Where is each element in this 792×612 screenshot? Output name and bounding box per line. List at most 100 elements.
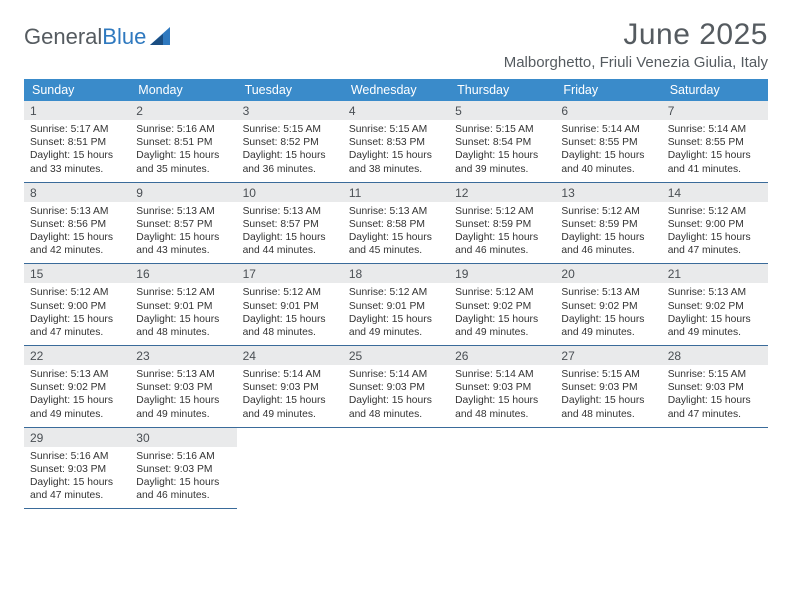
daylight-line1: Daylight: 15 hours bbox=[349, 231, 443, 244]
daylight-line2: and 49 minutes. bbox=[561, 326, 655, 339]
empty-day-cell: . bbox=[343, 428, 449, 510]
daylight-line2: and 48 minutes. bbox=[561, 408, 655, 421]
day-cell: 29Sunrise: 5:16 AMSunset: 9:03 PMDayligh… bbox=[24, 428, 130, 510]
page-header: GeneralBlue June 2025 Malborghetto, Friu… bbox=[24, 18, 768, 71]
day-number: 14 bbox=[662, 183, 768, 202]
day-details: Sunrise: 5:13 AMSunset: 9:02 PMDaylight:… bbox=[662, 283, 768, 345]
daylight-line2: and 48 minutes. bbox=[136, 326, 230, 339]
daylight-line2: and 46 minutes. bbox=[561, 244, 655, 257]
daylight-line1: Daylight: 15 hours bbox=[561, 313, 655, 326]
day-number: 24 bbox=[237, 346, 343, 365]
sunset-text: Sunset: 9:03 PM bbox=[349, 381, 443, 394]
day-cell: 9Sunrise: 5:13 AMSunset: 8:57 PMDaylight… bbox=[130, 183, 236, 265]
day-details: Sunrise: 5:16 AMSunset: 9:03 PMDaylight:… bbox=[24, 447, 130, 509]
weekday-header: Sunday bbox=[24, 79, 130, 101]
logo-sail-icon bbox=[150, 27, 176, 47]
daylight-line2: and 42 minutes. bbox=[30, 244, 124, 257]
daylight-line2: and 49 minutes. bbox=[349, 326, 443, 339]
day-number: 20 bbox=[555, 264, 661, 283]
day-number: 15 bbox=[24, 264, 130, 283]
day-details: Sunrise: 5:12 AMSunset: 9:01 PMDaylight:… bbox=[343, 283, 449, 345]
calendar-week-row: 29Sunrise: 5:16 AMSunset: 9:03 PMDayligh… bbox=[24, 428, 768, 510]
daylight-line1: Daylight: 15 hours bbox=[136, 231, 230, 244]
daylight-line1: Daylight: 15 hours bbox=[30, 149, 124, 162]
sunset-text: Sunset: 9:03 PM bbox=[136, 381, 230, 394]
day-cell: 15Sunrise: 5:12 AMSunset: 9:00 PMDayligh… bbox=[24, 264, 130, 346]
day-cell: 17Sunrise: 5:12 AMSunset: 9:01 PMDayligh… bbox=[237, 264, 343, 346]
day-details: Sunrise: 5:13 AMSunset: 8:56 PMDaylight:… bbox=[24, 202, 130, 264]
day-number: 18 bbox=[343, 264, 449, 283]
sunrise-text: Sunrise: 5:12 AM bbox=[30, 286, 124, 299]
day-number: 21 bbox=[662, 264, 768, 283]
month-title: June 2025 bbox=[504, 18, 768, 52]
sunrise-text: Sunrise: 5:17 AM bbox=[30, 123, 124, 136]
day-details: Sunrise: 5:14 AMSunset: 9:03 PMDaylight:… bbox=[449, 365, 555, 427]
daylight-line2: and 45 minutes. bbox=[349, 244, 443, 257]
weekday-header: Monday bbox=[130, 79, 236, 101]
day-details bbox=[449, 447, 555, 507]
day-number: 26 bbox=[449, 346, 555, 365]
day-cell: 2Sunrise: 5:16 AMSunset: 8:51 PMDaylight… bbox=[130, 101, 236, 183]
sunrise-text: Sunrise: 5:14 AM bbox=[561, 123, 655, 136]
day-cell: 1Sunrise: 5:17 AMSunset: 8:51 PMDaylight… bbox=[24, 101, 130, 183]
day-details: Sunrise: 5:15 AMSunset: 8:54 PMDaylight:… bbox=[449, 120, 555, 182]
day-details: Sunrise: 5:12 AMSunset: 9:00 PMDaylight:… bbox=[662, 202, 768, 264]
sunrise-text: Sunrise: 5:16 AM bbox=[136, 123, 230, 136]
weekday-header: Saturday bbox=[662, 79, 768, 101]
day-number: 5 bbox=[449, 101, 555, 120]
daylight-line1: Daylight: 15 hours bbox=[136, 149, 230, 162]
day-cell: 28Sunrise: 5:15 AMSunset: 9:03 PMDayligh… bbox=[662, 346, 768, 428]
day-cell: 27Sunrise: 5:15 AMSunset: 9:03 PMDayligh… bbox=[555, 346, 661, 428]
sunset-text: Sunset: 8:53 PM bbox=[349, 136, 443, 149]
day-details: Sunrise: 5:14 AMSunset: 8:55 PMDaylight:… bbox=[662, 120, 768, 182]
day-details: Sunrise: 5:15 AMSunset: 9:03 PMDaylight:… bbox=[662, 365, 768, 427]
sunset-text: Sunset: 9:01 PM bbox=[136, 300, 230, 313]
weekday-header: Friday bbox=[555, 79, 661, 101]
day-number: 9 bbox=[130, 183, 236, 202]
daylight-line1: Daylight: 15 hours bbox=[455, 394, 549, 407]
daylight-line1: Daylight: 15 hours bbox=[455, 313, 549, 326]
daylight-line2: and 47 minutes. bbox=[30, 326, 124, 339]
day-number: 17 bbox=[237, 264, 343, 283]
sunrise-text: Sunrise: 5:14 AM bbox=[668, 123, 762, 136]
sunrise-text: Sunrise: 5:12 AM bbox=[455, 205, 549, 218]
daylight-line2: and 46 minutes. bbox=[136, 489, 230, 502]
daylight-line2: and 35 minutes. bbox=[136, 163, 230, 176]
day-cell: 19Sunrise: 5:12 AMSunset: 9:02 PMDayligh… bbox=[449, 264, 555, 346]
sunset-text: Sunset: 9:03 PM bbox=[30, 463, 124, 476]
daylight-line2: and 49 minutes. bbox=[455, 326, 549, 339]
sunrise-text: Sunrise: 5:14 AM bbox=[349, 368, 443, 381]
daylight-line1: Daylight: 15 hours bbox=[243, 313, 337, 326]
sunrise-text: Sunrise: 5:16 AM bbox=[136, 450, 230, 463]
weekday-header: Wednesday bbox=[343, 79, 449, 101]
day-number: 13 bbox=[555, 183, 661, 202]
day-details: Sunrise: 5:14 AMSunset: 8:55 PMDaylight:… bbox=[555, 120, 661, 182]
daylight-line2: and 48 minutes. bbox=[349, 408, 443, 421]
daylight-line1: Daylight: 15 hours bbox=[243, 394, 337, 407]
weekday-header: Tuesday bbox=[237, 79, 343, 101]
day-number: 4 bbox=[343, 101, 449, 120]
daylight-line2: and 47 minutes. bbox=[668, 244, 762, 257]
daylight-line1: Daylight: 15 hours bbox=[349, 149, 443, 162]
day-number: 29 bbox=[24, 428, 130, 447]
sunrise-text: Sunrise: 5:15 AM bbox=[668, 368, 762, 381]
day-details: Sunrise: 5:13 AMSunset: 8:57 PMDaylight:… bbox=[237, 202, 343, 264]
sunrise-text: Sunrise: 5:14 AM bbox=[243, 368, 337, 381]
sunrise-text: Sunrise: 5:12 AM bbox=[561, 205, 655, 218]
sunset-text: Sunset: 9:03 PM bbox=[668, 381, 762, 394]
day-details: Sunrise: 5:16 AMSunset: 9:03 PMDaylight:… bbox=[130, 447, 236, 509]
daylight-line1: Daylight: 15 hours bbox=[668, 313, 762, 326]
day-details: Sunrise: 5:15 AMSunset: 9:03 PMDaylight:… bbox=[555, 365, 661, 427]
daylight-line1: Daylight: 15 hours bbox=[30, 476, 124, 489]
day-cell: 4Sunrise: 5:15 AMSunset: 8:53 PMDaylight… bbox=[343, 101, 449, 183]
daylight-line1: Daylight: 15 hours bbox=[30, 313, 124, 326]
daylight-line2: and 44 minutes. bbox=[243, 244, 337, 257]
day-details bbox=[343, 447, 449, 507]
day-cell: 3Sunrise: 5:15 AMSunset: 8:52 PMDaylight… bbox=[237, 101, 343, 183]
day-number: 10 bbox=[237, 183, 343, 202]
sunset-text: Sunset: 8:55 PM bbox=[561, 136, 655, 149]
sunset-text: Sunset: 9:01 PM bbox=[349, 300, 443, 313]
title-block: June 2025 Malborghetto, Friuli Venezia G… bbox=[504, 18, 768, 71]
day-number: 27 bbox=[555, 346, 661, 365]
sunrise-text: Sunrise: 5:13 AM bbox=[668, 286, 762, 299]
